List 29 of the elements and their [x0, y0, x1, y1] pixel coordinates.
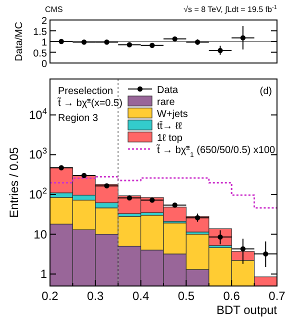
- x-tick-label: 0.2: [42, 289, 59, 303]
- legend-label: W+jets: [157, 109, 188, 120]
- y-tick-label: 10$^{2}$: [28, 185, 48, 202]
- annotation: (d): [260, 86, 272, 97]
- y-tick-label: 1: [41, 38, 48, 48]
- y-axis-title: Data/MC: [14, 22, 25, 62]
- y-tick-label: 2: [41, 16, 48, 27]
- y-tick-label: 0.5: [33, 48, 48, 60]
- legend-label: Data: [157, 85, 179, 96]
- text: √s = 8 TeV, ∫Ldt = 19.5 fb$^{-1}$: [184, 5, 277, 14]
- annotation: Preselection: [58, 86, 114, 97]
- y-tick-label: 10$^{4}$: [28, 106, 48, 122]
- legend-label: tt̄→ ℓℓ: [157, 120, 183, 132]
- y-axis-title: Entries / 0.05: [7, 146, 21, 218]
- x-tick-label: 0.7: [268, 289, 286, 303]
- annotation: Region 3: [58, 113, 98, 124]
- x-axis-title: BDT output: [216, 303, 278, 317]
- x-tick-label: 0.5: [178, 289, 195, 303]
- legend-label: 1ℓ top: [157, 133, 183, 144]
- y-tick-label: 10$^{3}$: [28, 146, 48, 162]
- x-tick-label: 0.6: [223, 289, 240, 303]
- y-tick-label: 1.5: [33, 26, 48, 38]
- x-tick-label: 0.3: [87, 289, 104, 303]
- y-tick-label: 1: [40, 267, 48, 282]
- y-tick-label: 10: [34, 227, 48, 242]
- x-tick-label: 0.4: [132, 289, 150, 303]
- text: CMS: [45, 5, 63, 14]
- legend-label: rare: [157, 97, 176, 108]
- y-tick-label: 0: [41, 59, 48, 70]
